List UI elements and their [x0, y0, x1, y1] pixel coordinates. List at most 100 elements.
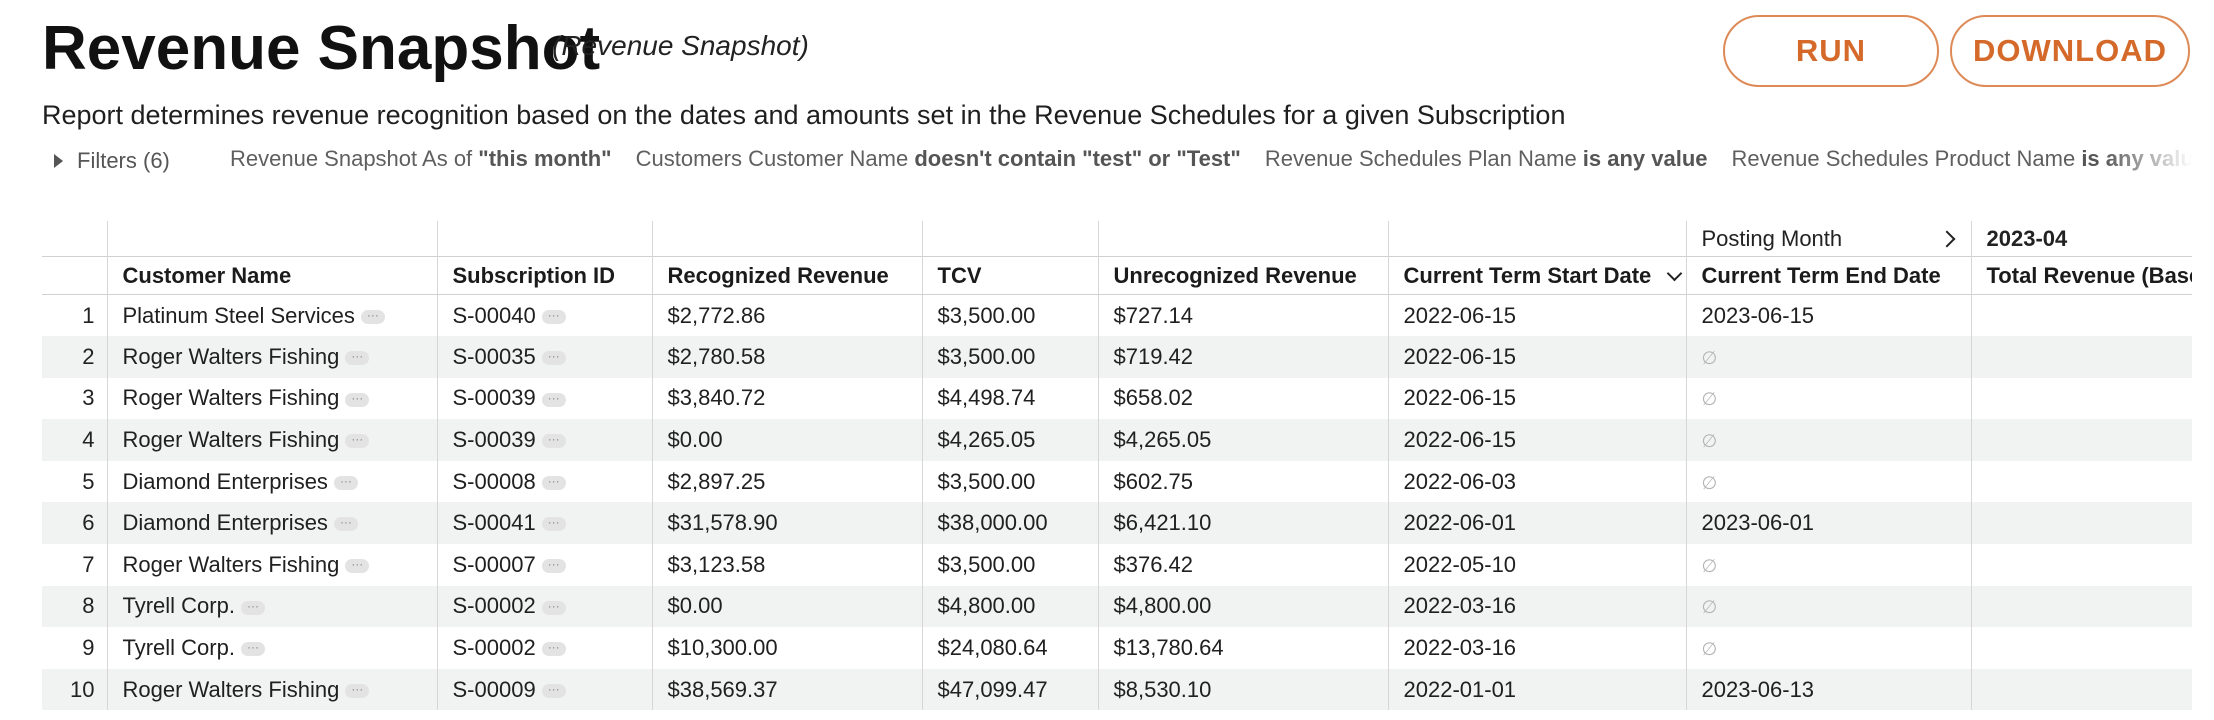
cell-subscription-id: S-00041 ··· [437, 502, 653, 545]
cell-term-end: 2023-06-01 [1686, 502, 1972, 545]
cell-tcv-text: $38,000.00 [937, 510, 1048, 536]
cell-subscription-id: S-00040 ··· [437, 294, 653, 337]
more-dots-icon[interactable]: ··· [541, 350, 566, 366]
cell-customer-name: Tyrell Corp. ··· [107, 627, 438, 669]
cell-customer-name: Platinum Steel Services ··· [107, 294, 438, 337]
cell-term-end: 2023-06-13 [1686, 668, 1972, 711]
chevron-right-icon[interactable] [1938, 230, 1955, 247]
cell-subscription-id: S-00007 ··· [437, 544, 653, 586]
cell-term-start: 2022-06-15 [1388, 336, 1687, 378]
filter-chip[interactable]: Customers Customer Name doesn't contain … [636, 146, 1241, 172]
more-dots-icon[interactable]: ··· [345, 683, 370, 698]
cell-unrecognized-revenue-text: $727.14 [1113, 302, 1194, 328]
table-body: 1 Platinum Steel Services ··· S-00040 ··· $2,… [42, 294, 2192, 711]
filter-chip[interactable]: Revenue Snapshot As of "this month" [230, 146, 612, 172]
more-dots-icon[interactable]: ··· [541, 516, 566, 532]
table-row[interactable]: 5 Diamond Enterprises ··· S-00008 ··· $2,897.… [42, 460, 2192, 503]
column-header-recognized-revenue[interactable]: Recognized Revenue [652, 256, 923, 295]
cell-term-end: ∅ [1686, 336, 1972, 378]
cell-tcv-text: $3,500.00 [937, 551, 1036, 577]
more-dots-icon[interactable]: ··· [345, 392, 370, 407]
cell-unrecognized-revenue-text: $13,780.64 [1113, 635, 1224, 661]
column-header-term-start-label: Current Term Start Date [1403, 262, 1652, 288]
filter-value: "test" or "Test" [1076, 146, 1241, 171]
column-header-row: Customer Name Subscription ID Recognized… [42, 256, 2192, 295]
cell-recognized-revenue: $2,897.25 [652, 460, 923, 503]
run-button[interactable]: RUN [1723, 15, 1939, 87]
cell-subscription-id: S-00008 ··· [437, 460, 653, 503]
column-header-tcv[interactable]: TCV [922, 256, 1099, 295]
row-index: 1 [42, 294, 108, 337]
more-dots-icon[interactable]: ··· [240, 600, 265, 615]
cell-term-end: ∅ [1686, 419, 1972, 461]
cell-subscription-id-text: S-00008 [452, 468, 536, 494]
table-row[interactable]: 6 Diamond Enterprises ··· S-00041 ··· $31,578… [42, 502, 2192, 545]
cell-total-revenue [1971, 294, 2192, 337]
cell-subscription-id-text: S-00039 [452, 427, 536, 453]
column-header-term-start[interactable]: Current Term Start Date [1388, 256, 1687, 295]
more-dots-icon[interactable]: ··· [541, 392, 566, 407]
cell-customer-name: Roger Walters Fishing ··· [107, 419, 438, 461]
column-header-subscription-id[interactable]: Subscription ID [437, 256, 653, 295]
cell-subscription-id: S-00039 ··· [437, 377, 653, 420]
download-button[interactable]: DOWNLOAD [1950, 15, 2190, 87]
more-dots-icon[interactable]: ··· [345, 350, 370, 366]
more-dots-icon[interactable]: ··· [345, 558, 370, 574]
cell-recognized-revenue: $31,578.90 [652, 502, 923, 545]
more-dots-icon[interactable]: ··· [333, 475, 358, 490]
pivot-blank [652, 221, 923, 257]
cell-tcv: $4,800.00 [922, 585, 1099, 628]
more-dots-icon[interactable]: ··· [541, 433, 566, 449]
cell-tcv-text: $4,265.05 [937, 427, 1036, 453]
filter-chip[interactable]: Revenue Schedules Plan Name is any value [1265, 146, 1708, 172]
cell-customer-name: Diamond Enterprises ··· [107, 502, 438, 545]
cell-recognized-revenue-text: $2,780.58 [667, 343, 766, 369]
table-row[interactable]: 2 Roger Walters Fishing ··· S-00035 ··· $2,78… [42, 336, 2192, 378]
null-icon: ∅ [1701, 597, 1718, 618]
column-header-term-end[interactable]: Current Term End Date [1686, 256, 1972, 295]
table-row[interactable]: 7 Roger Walters Fishing ··· S-00007 ··· $3,12… [42, 544, 2192, 586]
cell-recognized-revenue-text: $2,897.25 [667, 468, 766, 494]
row-index: 2 [42, 336, 108, 378]
table-row[interactable]: 4 Roger Walters Fishing ··· S-00039 ··· $0.00… [42, 419, 2192, 461]
table-row[interactable]: 1 Platinum Steel Services ··· S-00040 ··· $2,… [42, 294, 2192, 337]
cell-total-revenue [1971, 377, 2192, 420]
more-dots-icon[interactable]: ··· [541, 475, 566, 490]
pivot-label-cell[interactable]: Posting Month [1686, 221, 1972, 257]
table-row[interactable]: 3 Roger Walters Fishing ··· S-00039 ··· $3,84… [42, 377, 2192, 420]
filters-toggle[interactable]: Filters (6) [54, 148, 170, 174]
more-dots-icon[interactable]: ··· [541, 683, 566, 698]
table-row[interactable]: 10 Roger Walters Fishing ··· S-00009 ··· $38,… [42, 668, 2192, 711]
cell-subscription-id-text: S-00041 [452, 510, 536, 536]
page-subtitle: (Revenue Snapshot) [552, 30, 809, 61]
filter-chips: Revenue Snapshot As of "this month" Custo… [230, 146, 2192, 172]
more-dots-icon[interactable]: ··· [345, 433, 370, 449]
column-header-total-revenue[interactable]: Total Revenue (Base C [1971, 256, 2192, 295]
cell-term-end-text: 2023-06-13 [1701, 676, 1815, 702]
more-dots-icon[interactable]: ··· [541, 641, 566, 657]
cell-recognized-revenue: $38,569.37 [652, 668, 923, 711]
cell-subscription-id: S-00039 ··· [437, 419, 653, 461]
row-index: 6 [42, 502, 108, 545]
column-header-unrecognized-revenue[interactable]: Unrecognized Revenue [1098, 256, 1389, 295]
cell-subscription-id-text: S-00039 [452, 385, 536, 411]
pivot-blank [1098, 221, 1389, 257]
column-header-customer-name[interactable]: Customer Name [107, 256, 438, 295]
chevron-down-icon[interactable] [1666, 265, 1683, 281]
more-dots-icon[interactable]: ··· [541, 309, 566, 324]
more-dots-icon[interactable]: ··· [541, 558, 566, 574]
table-row[interactable]: 8 Tyrell Corp. ··· S-00002 ··· $0.00 $4,800.00… [42, 585, 2192, 628]
row-index: 3 [42, 377, 108, 420]
more-dots-icon[interactable]: ··· [240, 641, 265, 657]
pivot-value-cell: 2023-04 [1971, 221, 2192, 257]
triangle-right-icon [54, 154, 63, 168]
cell-recognized-revenue-text: $3,123.58 [667, 551, 766, 577]
cell-unrecognized-revenue-text: $658.02 [1113, 385, 1194, 411]
table-row[interactable]: 9 Tyrell Corp. ··· S-00002 ··· $10,300.00 $24,… [42, 627, 2192, 669]
more-dots-icon[interactable]: ··· [333, 516, 358, 532]
cell-tcv: $3,500.00 [922, 460, 1099, 503]
cell-customer-name-text: Roger Walters Fishing [122, 385, 340, 411]
more-dots-icon[interactable]: ··· [360, 309, 385, 324]
cell-customer-name-text: Tyrell Corp. [122, 593, 235, 619]
more-dots-icon[interactable]: ··· [541, 600, 566, 615]
